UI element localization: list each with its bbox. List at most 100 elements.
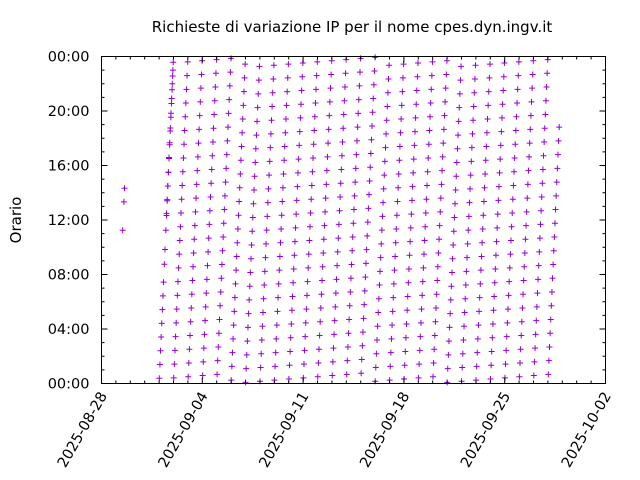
data-point: [500, 73, 507, 80]
data-point: [215, 330, 222, 337]
data-point: [415, 374, 422, 381]
data-point: [369, 122, 376, 129]
data-point: [203, 276, 210, 283]
data-point: [197, 85, 204, 92]
data-point: [367, 164, 374, 171]
data-point: [163, 212, 170, 219]
data-point: [515, 58, 522, 65]
data-point: [546, 343, 553, 350]
data-point: [347, 275, 354, 282]
data-point: [209, 152, 216, 159]
data-point: [458, 63, 465, 70]
data-point: [485, 102, 492, 109]
data-point: [370, 81, 377, 88]
data-point: [206, 207, 213, 214]
data-point: [473, 363, 480, 370]
data-point: [275, 280, 282, 287]
data-point: [343, 371, 350, 378]
data-point: [463, 268, 470, 275]
data-point: [470, 103, 477, 110]
data-point: [467, 185, 474, 192]
x-tick-label: 2025-09-11: [257, 390, 313, 471]
data-point: [358, 370, 365, 377]
data-point: [341, 97, 348, 104]
x-tick-label: 2025-08-28: [55, 390, 111, 471]
data-point: [171, 361, 178, 368]
y-tick-label: 12:00: [48, 213, 90, 229]
data-point: [334, 248, 341, 255]
data-point: [169, 67, 176, 74]
data-point: [236, 184, 243, 191]
data-point: [348, 261, 355, 268]
data-point: [525, 167, 532, 174]
data-point: [225, 110, 232, 117]
data-point: [364, 219, 371, 226]
data-point: [460, 337, 467, 344]
data-point: [193, 181, 200, 188]
data-point: [264, 199, 271, 206]
data-point: [207, 193, 214, 200]
data-point: [503, 333, 510, 340]
data-point: [432, 318, 439, 325]
data-point: [491, 293, 498, 300]
data-point: [311, 113, 318, 120]
data-point: [544, 70, 551, 77]
data-point: [334, 262, 341, 269]
data-point: [325, 126, 332, 133]
data-point: [554, 151, 561, 158]
data-point: [393, 225, 400, 232]
data-point: [279, 198, 286, 205]
data-point: [367, 150, 374, 157]
data-point: [488, 362, 495, 369]
data-point: [316, 346, 323, 353]
data-point: [455, 118, 462, 125]
data-point: [277, 239, 284, 246]
data-point: [205, 235, 212, 242]
data-point: [498, 128, 505, 135]
data-point: [375, 295, 382, 302]
data-point: [291, 238, 298, 245]
data-point: [217, 288, 224, 295]
data-point: [518, 318, 525, 325]
data-point: [296, 142, 303, 149]
data-point: [427, 113, 434, 120]
data-point: [407, 224, 414, 231]
data-point: [290, 266, 297, 273]
data-point: [335, 235, 342, 242]
data-point: [440, 126, 447, 133]
data-point: [198, 71, 205, 78]
data-point: [296, 128, 303, 135]
data-point: [350, 220, 357, 227]
data-point: [254, 118, 261, 125]
data-point: [442, 85, 449, 92]
data-point: [353, 137, 360, 144]
data-point: [417, 319, 424, 326]
data-point: [533, 317, 540, 324]
data-point: [490, 307, 497, 314]
data-point: [237, 171, 244, 178]
data-point: [513, 113, 520, 120]
data-point: [267, 130, 274, 137]
data-point: [178, 209, 185, 216]
data-point: [267, 144, 274, 151]
data-point: [278, 212, 285, 219]
data-point: [232, 280, 239, 287]
data-point: [261, 282, 268, 289]
data-point: [169, 73, 176, 80]
data-point: [260, 295, 267, 302]
data-point: [349, 234, 356, 241]
data-point: [244, 324, 251, 331]
data-point: [528, 98, 535, 105]
data-point: [464, 240, 471, 247]
data-point: [375, 309, 382, 316]
data-point: [499, 101, 506, 108]
data-point: [380, 185, 387, 192]
data-point: [486, 74, 493, 81]
data-point: [239, 116, 246, 123]
data-point: [308, 182, 315, 189]
data-point: [119, 227, 126, 234]
data-point: [174, 278, 181, 285]
data-point: [521, 263, 528, 270]
data-point: [384, 103, 391, 110]
data-point: [477, 280, 484, 287]
